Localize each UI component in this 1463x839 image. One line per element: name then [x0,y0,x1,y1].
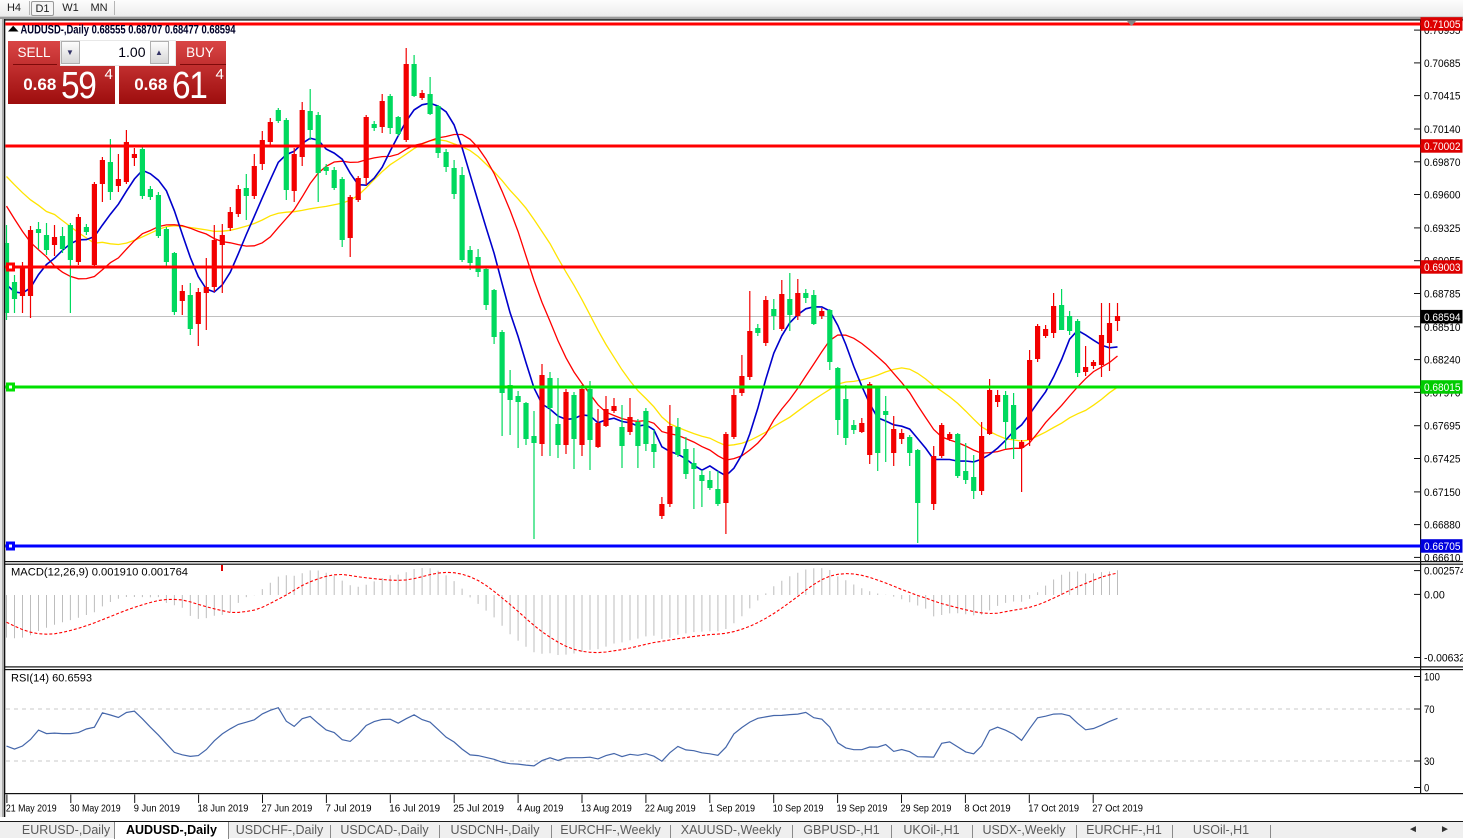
svg-text:0.00: 0.00 [1424,589,1445,601]
svg-text:21 May 2019: 21 May 2019 [6,803,57,815]
svg-text:0.66705: 0.66705 [1424,541,1461,553]
svg-text:0.70140: 0.70140 [1424,124,1461,136]
svg-text:0.70415: 0.70415 [1424,91,1461,103]
svg-text:0.69325: 0.69325 [1424,223,1461,235]
svg-text:4 Aug 2019: 4 Aug 2019 [517,803,563,815]
svg-text:9 Jun 2019: 9 Jun 2019 [134,803,180,815]
svg-text:27 Jun 2019: 27 Jun 2019 [262,803,313,815]
svg-text:0: 0 [1424,783,1429,795]
svg-text:0.70685: 0.70685 [1424,58,1461,70]
svg-text:0.71005: 0.71005 [1424,19,1461,31]
svg-text:25 Jul 2019: 25 Jul 2019 [453,803,504,815]
svg-text:16 Jul 2019: 16 Jul 2019 [389,803,440,815]
svg-text:0.67425: 0.67425 [1424,454,1461,466]
svg-text:29 Sep 2019: 29 Sep 2019 [901,803,952,815]
svg-text:0.68594: 0.68594 [1424,312,1461,324]
svg-text:RSI(14) 60.6593: RSI(14) 60.6593 [11,673,92,685]
svg-text:0.68785: 0.68785 [1424,289,1461,301]
svg-text:7 Jul 2019: 7 Jul 2019 [325,803,371,815]
svg-text:0.69600: 0.69600 [1424,190,1461,202]
svg-text:17 Oct 2019: 17 Oct 2019 [1028,803,1079,815]
svg-text:0.002574: 0.002574 [1424,566,1463,578]
svg-text:0.70002: 0.70002 [1424,141,1461,153]
svg-text:AUDUSD-,Daily 0.68555 0.68707: AUDUSD-,Daily 0.68555 0.68707 0.68477 0.… [21,25,236,37]
svg-text:0.69870: 0.69870 [1424,157,1461,169]
svg-text:MACD(12,26,9) 0.001910 0.00176: MACD(12,26,9) 0.001910 0.001764 [11,567,188,579]
svg-text:8 Oct 2019: 8 Oct 2019 [964,803,1010,815]
svg-text:30 May 2019: 30 May 2019 [70,803,121,815]
svg-text:27 Oct 2019: 27 Oct 2019 [1092,803,1143,815]
svg-text:0.69003: 0.69003 [1424,262,1461,274]
svg-text:19 Sep 2019: 19 Sep 2019 [837,803,888,815]
svg-text:13 Aug 2019: 13 Aug 2019 [581,803,632,815]
svg-text:10 Sep 2019: 10 Sep 2019 [773,803,824,815]
svg-text:30: 30 [1424,756,1435,768]
svg-text:18 Jun 2019: 18 Jun 2019 [198,803,249,815]
svg-text:0.66880: 0.66880 [1424,520,1461,532]
svg-text:22 Aug 2019: 22 Aug 2019 [645,803,696,815]
svg-text:70: 70 [1424,704,1435,716]
svg-text:0.68510: 0.68510 [1424,322,1461,334]
svg-text:0.66610: 0.66610 [1424,552,1461,564]
svg-text:-0.006326: -0.006326 [1424,653,1463,665]
svg-text:0.68240: 0.68240 [1424,355,1461,367]
svg-text:100: 100 [1424,672,1440,684]
svg-text:1 Sep 2019: 1 Sep 2019 [709,803,755,815]
svg-text:0.67695: 0.67695 [1424,421,1461,433]
svg-text:0.67150: 0.67150 [1424,487,1461,499]
svg-text:0.68015: 0.68015 [1424,382,1461,394]
